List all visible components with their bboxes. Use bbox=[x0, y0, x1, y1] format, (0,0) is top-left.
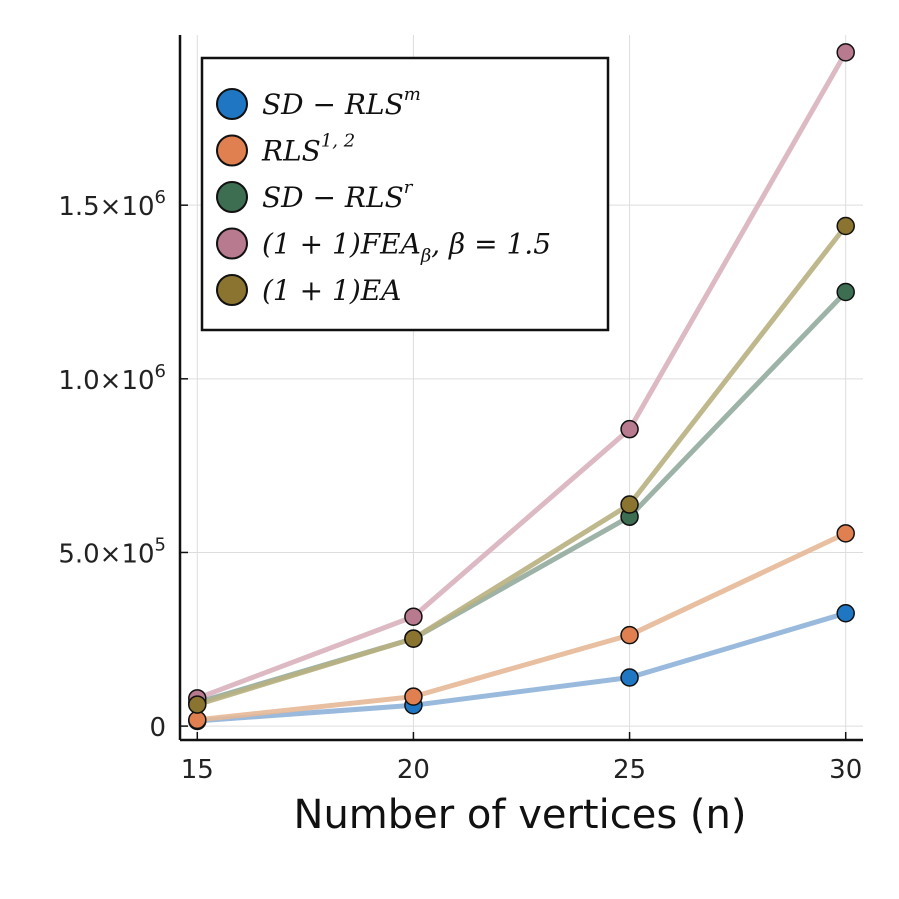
series-4-point-1 bbox=[404, 629, 423, 648]
x-tick-label-2: 25 bbox=[613, 755, 646, 785]
series-4-point-0 bbox=[188, 695, 207, 714]
x-tick-label-0: 15 bbox=[181, 755, 214, 785]
legend-marker-4 bbox=[216, 274, 248, 306]
series-3-point-1 bbox=[404, 607, 423, 626]
legend-label-3: (1 + 1)FEAβ, β = 1.5 bbox=[262, 228, 551, 267]
legend-marker-3 bbox=[216, 227, 248, 260]
series-1-point-2 bbox=[620, 625, 639, 645]
legend-marker-1 bbox=[216, 134, 248, 167]
series-1-point-3 bbox=[836, 524, 855, 543]
series-0-point-2 bbox=[620, 668, 639, 687]
legend-box bbox=[200, 56, 610, 332]
legend-label-1: RLS1, 2 bbox=[261, 131, 355, 168]
legend-label-4: (1 + 1)EA bbox=[262, 274, 401, 307]
x-tick-label-3: 30 bbox=[829, 755, 862, 785]
series-lines bbox=[194, 49, 849, 724]
legend-marker-0 bbox=[216, 88, 248, 120]
series-0-point-3 bbox=[836, 603, 855, 623]
series-2-point-3 bbox=[836, 282, 855, 302]
series-line-3 bbox=[194, 49, 849, 701]
tick-labels: 15 20 25 30 0 5.0×105 1.0×106 1.5×106 bbox=[58, 187, 862, 785]
x-tick-label-1: 20 bbox=[397, 755, 430, 785]
series-4-point-3 bbox=[836, 216, 855, 236]
y-tick-label-3: 1.5×106 bbox=[58, 187, 166, 222]
series-1-point-1 bbox=[404, 687, 423, 706]
y-tick-label-0: 0 bbox=[149, 713, 166, 743]
y-tick-label-2: 1.0×106 bbox=[58, 361, 166, 396]
series-3-point-2 bbox=[620, 419, 639, 439]
axes bbox=[178, 35, 863, 742]
y-tick-label-1: 5.0×105 bbox=[58, 534, 166, 569]
legend-marker-2 bbox=[216, 181, 248, 213]
series-line-4 bbox=[194, 223, 849, 708]
legend: SD − RLSm RLS1, 2 SD − RLSr (1 + 1)FEAβ, β … bbox=[200, 56, 610, 332]
x-axis-label: Number of vertices (n) bbox=[294, 792, 747, 838]
series-line-0 bbox=[194, 610, 849, 724]
series-4-point-2 bbox=[620, 495, 639, 514]
series-3-point-3 bbox=[836, 43, 855, 62]
legend-label-0: SD − RLSm bbox=[262, 84, 421, 121]
series-points bbox=[188, 43, 855, 731]
legend-label-2: SD − RLSr bbox=[262, 177, 414, 214]
series-1-point-0 bbox=[188, 710, 207, 730]
series-line-1 bbox=[194, 530, 849, 723]
